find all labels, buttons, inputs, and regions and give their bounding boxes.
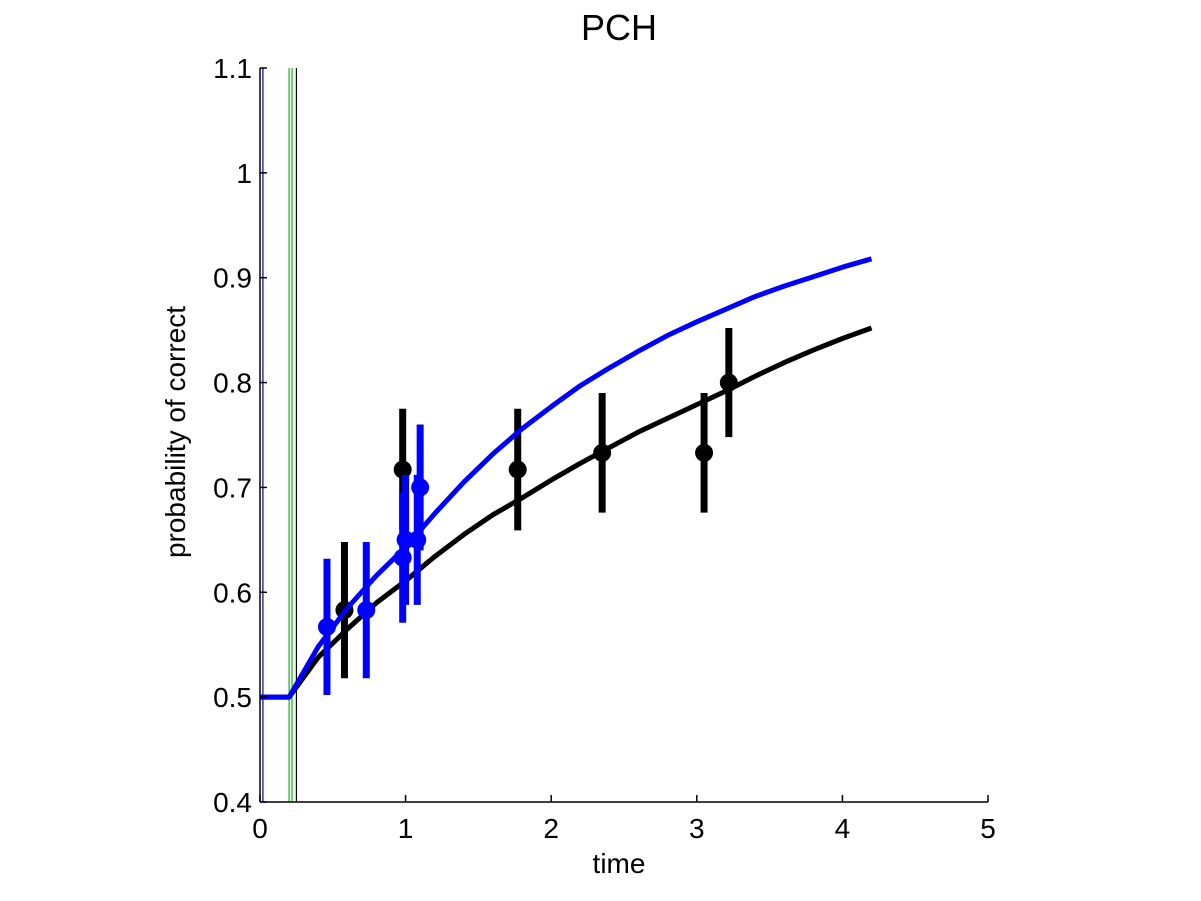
x-tick-label: 2 <box>543 813 559 844</box>
y-tick-label: 0.7 <box>213 472 252 503</box>
x-tick-label: 4 <box>835 813 851 844</box>
y-tick-label: 0.9 <box>213 263 252 294</box>
y-tick-label: 0.6 <box>213 577 252 608</box>
chart-title: PCH <box>581 7 657 48</box>
y-axis: 0.4 0.5 0.6 0.7 0.8 0.9 1 1.1 <box>213 53 267 818</box>
y-tick-label: 1.1 <box>213 53 252 84</box>
y-tick-label: 0.5 <box>213 682 252 713</box>
y-tick-label: 0.8 <box>213 368 252 399</box>
y-axis-label: probability of correct <box>160 306 191 558</box>
data-point <box>393 460 412 479</box>
data-point <box>508 460 527 479</box>
plot-area <box>260 68 873 802</box>
data-point <box>695 443 714 462</box>
y-tick-label: 0.4 <box>213 787 252 818</box>
x-tick-label: 5 <box>980 813 996 844</box>
fit-line <box>260 325 873 700</box>
x-tick-label: 3 <box>689 813 705 844</box>
data-point <box>411 478 430 497</box>
x-tick-label: 1 <box>398 813 414 844</box>
x-axis-label: time <box>593 848 646 879</box>
x-axis: 0 1 2 3 4 5 <box>252 795 996 844</box>
series-black <box>260 325 873 700</box>
series-blue <box>260 256 873 700</box>
fit-line <box>260 256 873 700</box>
data-point <box>357 601 376 620</box>
x-tick-label: 0 <box>252 813 268 844</box>
y-tick-label: 1 <box>236 158 252 189</box>
